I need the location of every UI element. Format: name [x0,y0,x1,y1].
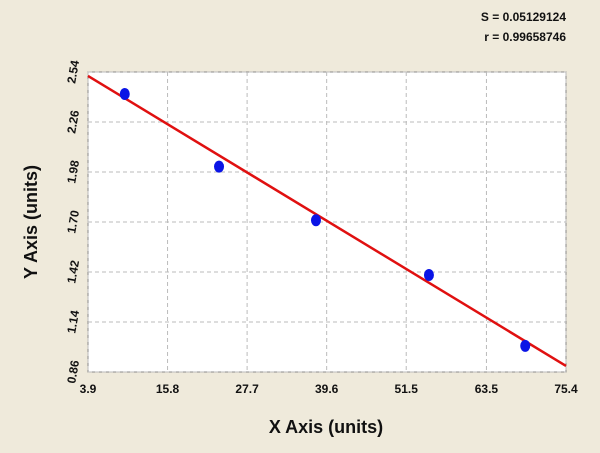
y-tick-label: 2.26 [64,109,82,135]
x-tick-label: 15.8 [156,382,180,396]
x-tick-label: 3.9 [80,382,97,396]
x-tick-label: 51.5 [395,382,419,396]
x-tick-label: 39.6 [315,382,339,396]
data-point [310,214,321,227]
y-tick-label: 1.70 [64,209,82,235]
data-point [520,339,531,352]
annotation: S = 0.05129124 [481,10,566,24]
x-axis-label: X Axis (units) [269,417,383,437]
y-axis-label: Y Axis (units) [21,165,41,279]
y-tick-label: 1.14 [64,309,82,335]
fit-line [87,74,567,367]
data-point [214,160,225,173]
y-tick-label: 0.86 [64,359,82,385]
annotation: r = 0.99658746 [484,30,566,44]
x-tick-label: 75.4 [554,382,578,396]
data-point [423,269,434,282]
x-tick-label: 27.7 [235,382,259,396]
y-tick-label: 2.54 [64,59,82,85]
x-tick-label: 63.5 [475,382,499,396]
y-tick-label: 1.42 [64,259,82,285]
y-tick-label: 1.98 [64,159,82,185]
data-point [119,87,130,100]
